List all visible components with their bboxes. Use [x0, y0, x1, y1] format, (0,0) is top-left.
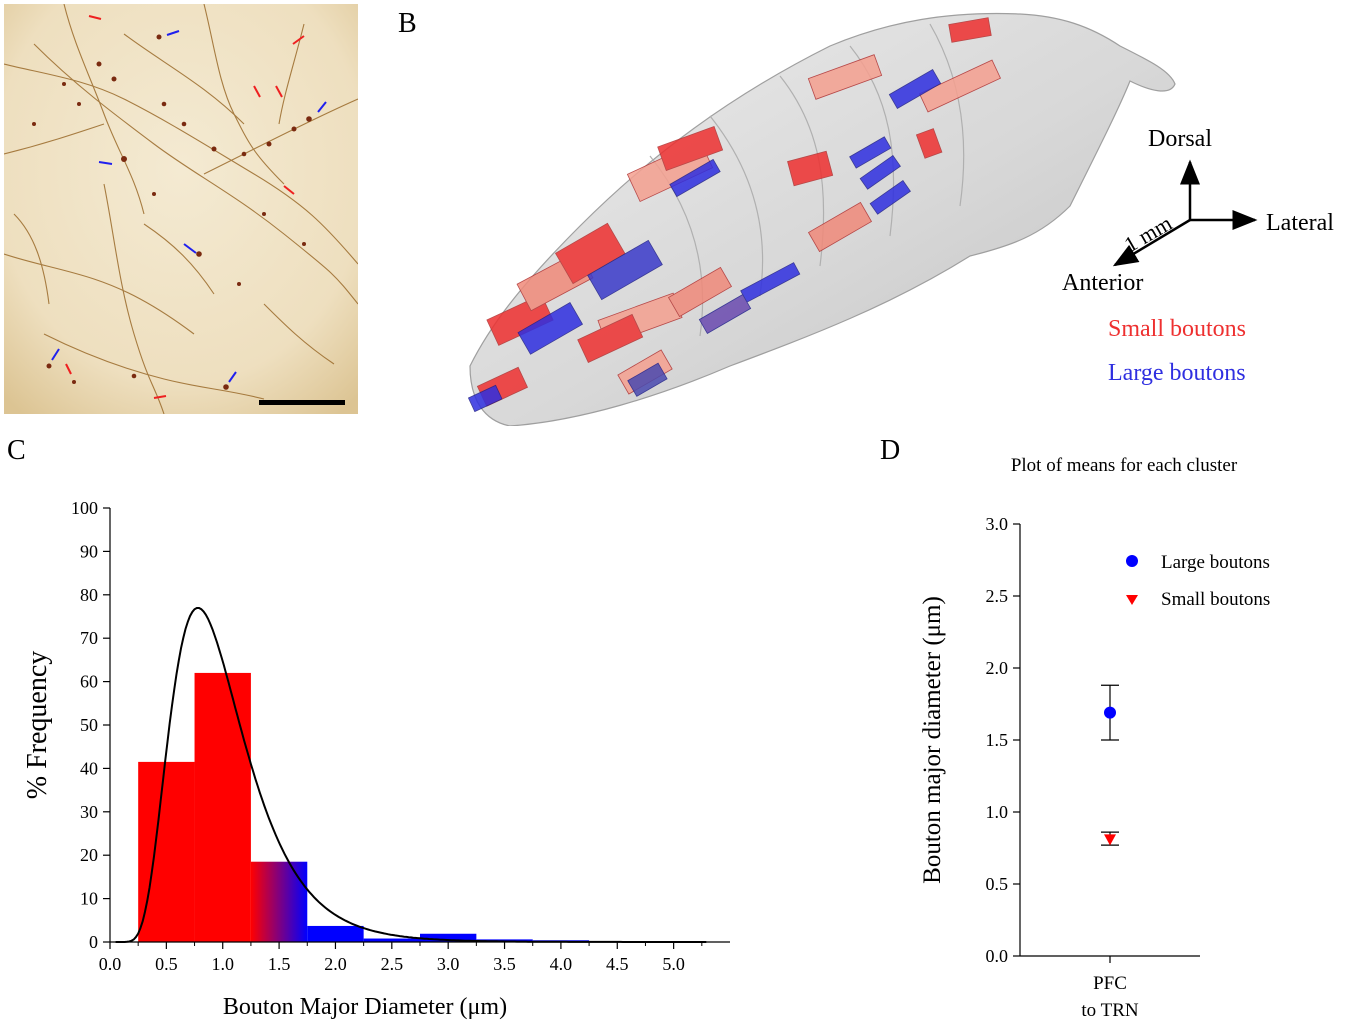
y-tick-label: 40 — [80, 758, 98, 778]
y-tick-label: 80 — [80, 585, 98, 605]
histogram-bar — [363, 938, 420, 942]
x-tick-label: 3.0 — [437, 954, 460, 974]
legend-marker-large — [1126, 555, 1138, 567]
legend-large-boutons: Large boutons — [1108, 360, 1246, 386]
x-category-label-line2: to TRN — [1081, 1000, 1138, 1021]
y-tick-label: 30 — [80, 802, 98, 822]
y-axis-label: % Frequency — [22, 651, 53, 800]
x-tick-label: 2.0 — [324, 954, 347, 974]
y-tick-label: 3.0 — [986, 514, 1009, 534]
mean-point-small — [1104, 834, 1116, 846]
legend-label: Large boutons — [1161, 552, 1270, 573]
legend-small-boutons: Small boutons — [1108, 316, 1246, 342]
y-tick-label: 20 — [80, 845, 98, 865]
x-tick-label: 2.5 — [381, 954, 404, 974]
panel-label-b: B — [398, 8, 417, 39]
mean-point-large — [1104, 706, 1116, 719]
x-tick-label: 0.5 — [155, 954, 178, 974]
reconstruction-panel — [430, 6, 1220, 427]
x-tick-label: 3.5 — [493, 954, 516, 974]
y-tick-label: 0.5 — [986, 874, 1009, 894]
y-tick-label: 70 — [80, 628, 98, 648]
histogram-bar — [420, 933, 477, 942]
y-axis-label: Bouton major diameter (μm) — [919, 596, 946, 884]
scale-label: 1 mm — [1120, 210, 1176, 257]
y-tick-label: 60 — [80, 672, 98, 692]
panel-label-c: C — [7, 435, 26, 466]
axis-label-dorsal: Dorsal — [1148, 126, 1212, 152]
histogram-chart: 0 10 20 30 40 50 60 70 80 90 100 0.0 0.5 1.0 1.5 2.0 2.5… — [0, 480, 760, 1028]
y-tick-label: 90 — [80, 541, 98, 561]
reconstruction-image — [467, 12, 1176, 427]
legend-marker-small — [1126, 595, 1138, 605]
x-category-label-line1: PFC — [1093, 973, 1127, 994]
y-tick-label: 100 — [71, 498, 98, 518]
y-tick-label: 50 — [80, 715, 98, 735]
y-tick-label: 2.5 — [986, 586, 1009, 606]
histogram-svg: 0 10 20 30 40 50 60 70 80 90 100 0.0 0.5 1.0 1.5 2.0 2.5… — [22, 498, 730, 1020]
orientation-axes: Dorsal Lateral Anterior 1 mm Small bouto… — [1062, 126, 1334, 386]
legend-label: Small boutons — [1161, 589, 1270, 610]
x-tick-label: 1.5 — [268, 954, 291, 974]
y-tick-label: 1.0 — [986, 802, 1009, 822]
histogram-bar — [250, 861, 308, 942]
y-tick-label: 10 — [80, 889, 98, 909]
x-tick-label: 1.0 — [211, 954, 234, 974]
histogram-bar — [194, 672, 251, 942]
means-svg: Plot of means for each cluster 0.0 0.5 1.0… — [919, 455, 1270, 1021]
panel-label-d: D — [880, 435, 901, 466]
y-tick-label: 0 — [89, 932, 98, 952]
x-tick-label: 4.0 — [550, 954, 573, 974]
micrograph-panel — [4, 4, 358, 414]
x-tick-label: 5.0 — [662, 954, 685, 974]
scale-bar — [259, 400, 345, 405]
histogram-bar — [307, 925, 364, 942]
reconstruction-legend: Dorsal Lateral Anterior 1 mm Small bouto… — [1050, 120, 1360, 400]
means-chart: Plot of means for each cluster 0.0 0.5 1.0… — [900, 440, 1360, 1028]
axis-label-anterior: Anterior — [1062, 270, 1143, 296]
micrograph-image — [4, 4, 358, 414]
x-tick-label: 0.0 — [99, 954, 122, 974]
x-axis-label: Bouton Major Diameter (μm) — [223, 994, 507, 1020]
axis-label-lateral: Lateral — [1266, 210, 1334, 236]
chart-title: Plot of means for each cluster — [1011, 455, 1238, 476]
y-tick-label: 1.5 — [986, 730, 1009, 750]
histogram-bar — [138, 761, 195, 942]
y-tick-label: 2.0 — [986, 658, 1009, 678]
x-tick-label: 4.5 — [606, 954, 629, 974]
y-tick-label: 0.0 — [986, 946, 1009, 966]
